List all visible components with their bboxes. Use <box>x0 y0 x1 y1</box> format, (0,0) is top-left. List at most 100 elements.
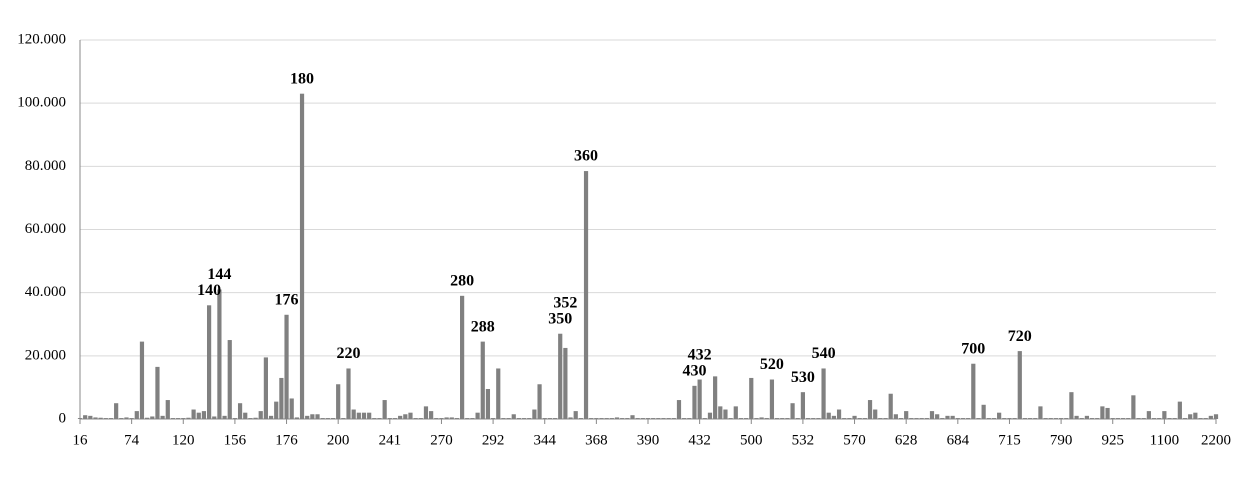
x-tick-label: 156 <box>224 432 247 448</box>
bar <box>108 418 114 419</box>
bar <box>1146 411 1151 419</box>
x-tick-label: 270 <box>430 432 453 448</box>
bar <box>434 418 439 419</box>
bar <box>1100 406 1105 419</box>
bar <box>191 409 196 419</box>
bar <box>676 400 682 419</box>
bar <box>382 400 387 419</box>
bar <box>176 418 181 419</box>
x-tick-label: 74 <box>124 432 140 448</box>
bar <box>444 417 449 419</box>
bar <box>310 414 315 419</box>
bar <box>744 418 749 419</box>
bar <box>1203 418 1208 419</box>
bar <box>186 417 191 419</box>
x-tick-label: 390 <box>637 432 660 448</box>
bar <box>1089 418 1095 419</box>
bar <box>816 418 821 419</box>
bar <box>268 415 274 419</box>
bar <box>656 418 661 419</box>
bar <box>88 415 93 419</box>
bar <box>1105 407 1110 419</box>
bar <box>449 417 454 419</box>
bar <box>480 341 485 419</box>
bar <box>1084 415 1090 419</box>
bar <box>604 418 609 419</box>
bar <box>542 418 547 419</box>
bar <box>583 171 589 419</box>
bar <box>991 418 997 419</box>
bar <box>914 418 919 419</box>
bar <box>620 418 625 419</box>
y-tick-label: 20.000 <box>25 347 66 363</box>
bar <box>713 376 718 419</box>
bar <box>145 417 150 419</box>
bar <box>1038 406 1043 419</box>
bar <box>418 418 423 419</box>
annotation: 432 <box>688 347 712 364</box>
bar <box>496 368 501 419</box>
bar <box>1053 418 1059 419</box>
bar <box>217 289 222 419</box>
annotation: 144 <box>207 266 231 283</box>
bar <box>805 418 811 419</box>
annotation: 140 <box>197 282 221 299</box>
bar <box>1033 418 1038 419</box>
x-tick-label: 2200 <box>1201 432 1231 448</box>
bar <box>1012 418 1017 419</box>
bar <box>945 415 950 419</box>
bar <box>909 418 914 419</box>
bar <box>594 418 599 419</box>
bar <box>795 418 800 419</box>
bar <box>857 418 862 419</box>
bar <box>811 418 816 419</box>
bar <box>83 415 88 419</box>
bar <box>986 418 991 419</box>
y-tick-label: 80.000 <box>25 158 66 174</box>
bar <box>893 414 898 419</box>
bar <box>862 418 867 419</box>
bar <box>1151 418 1157 419</box>
x-tick-label: 500 <box>740 432 763 448</box>
bar <box>800 392 806 419</box>
bar <box>842 418 847 419</box>
bar <box>769 379 775 419</box>
bar <box>134 411 139 419</box>
annotation: 352 <box>553 294 577 311</box>
bar <box>1064 418 1069 419</box>
bar <box>537 384 542 419</box>
x-tick-label: 16 <box>73 432 89 448</box>
bar <box>361 412 367 419</box>
bar <box>599 418 604 419</box>
x-tick-label: 532 <box>792 432 815 448</box>
annotation: 430 <box>682 363 706 380</box>
bar <box>294 417 299 419</box>
bar <box>733 406 738 419</box>
x-tick-label: 925 <box>1101 432 1124 448</box>
bar <box>351 409 356 419</box>
bar <box>196 412 201 419</box>
bar <box>160 415 165 419</box>
bar <box>1043 418 1048 419</box>
bar <box>640 418 645 419</box>
bar <box>129 418 134 419</box>
bar <box>873 409 878 419</box>
bar <box>1141 418 1146 419</box>
bar <box>527 418 532 419</box>
bar <box>578 418 583 419</box>
x-tick-label: 344 <box>533 432 556 448</box>
bar <box>325 418 330 419</box>
x-tick-label: 120 <box>172 432 195 448</box>
bar <box>387 418 392 419</box>
bar <box>93 417 98 419</box>
bar <box>754 418 759 419</box>
bar <box>289 398 294 419</box>
bar <box>940 418 945 419</box>
bar <box>929 411 935 419</box>
x-tick-label: 715 <box>998 432 1021 448</box>
bar <box>470 418 475 419</box>
bar <box>398 415 403 419</box>
bar <box>124 417 129 419</box>
bar <box>759 417 764 419</box>
bar <box>935 414 940 419</box>
